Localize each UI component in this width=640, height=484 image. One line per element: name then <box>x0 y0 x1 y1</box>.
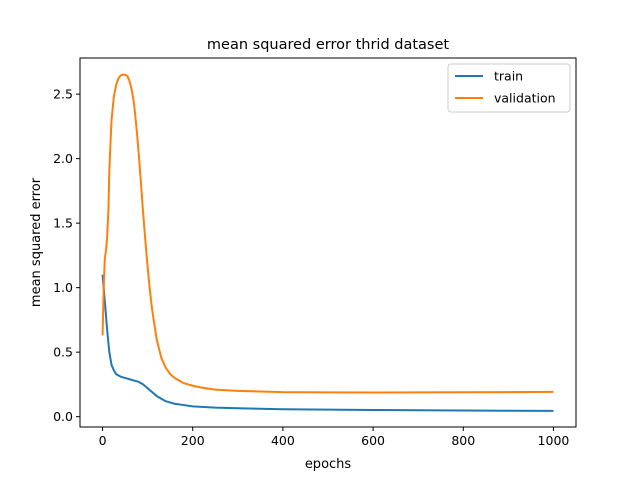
x-axis: 0 200 400 600 800 1000 <box>99 427 570 448</box>
x-tick-label: 1000 <box>538 433 570 448</box>
legend-label-validation: validation <box>494 91 556 106</box>
y-tick-label: 0.5 <box>53 345 73 360</box>
x-tick-label: 400 <box>271 433 295 448</box>
y-tick-label: 2.0 <box>53 151 73 166</box>
x-tick-label: 200 <box>181 433 205 448</box>
y-tick-label: 1.0 <box>53 280 73 295</box>
y-tick-label: 2.5 <box>53 87 73 102</box>
x-tick-label: 0 <box>99 433 107 448</box>
chart-title: mean squared error thrid dataset <box>207 37 449 53</box>
x-tick-label: 800 <box>451 433 475 448</box>
x-tick-label: 600 <box>361 433 385 448</box>
series-line-train <box>101 274 554 412</box>
x-axis-label: epochs <box>305 457 352 472</box>
series-layer <box>101 73 554 412</box>
legend: train validation <box>447 63 571 113</box>
plot-frame <box>79 57 577 428</box>
series-line-validation <box>101 73 554 394</box>
y-tick-label: 1.5 <box>53 216 73 231</box>
y-tick-label: 0.0 <box>53 409 73 424</box>
y-axis-label: mean squared error <box>29 177 44 307</box>
y-axis: 0.0 0.5 1.0 1.5 2.0 2.5 <box>53 87 80 424</box>
legend-label-train: train <box>494 69 523 84</box>
